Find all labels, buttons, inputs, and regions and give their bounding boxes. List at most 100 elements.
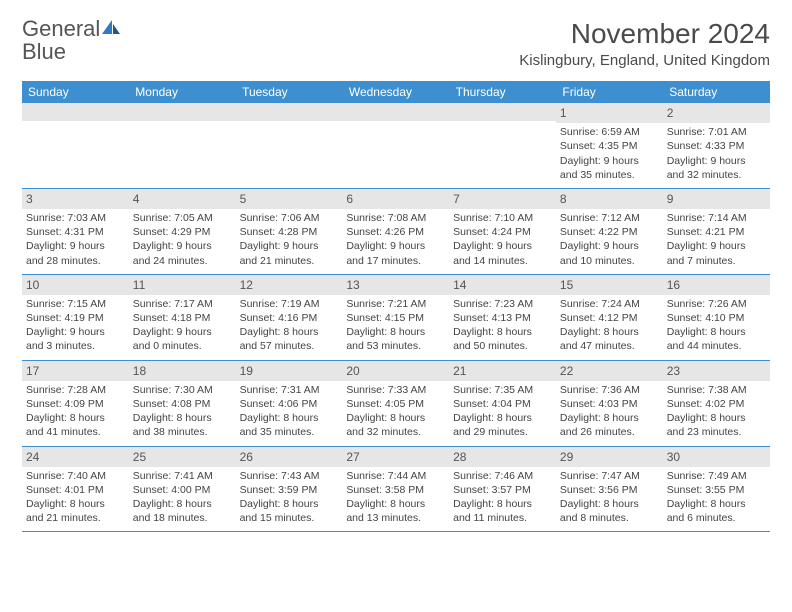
logo-word2: Blue [22,39,66,64]
sunrise-line: Sunrise: 7:44 AM [346,469,445,483]
sunset-line: Sunset: 4:00 PM [133,483,232,497]
daylight-line: Daylight: 9 hours and 24 minutes. [133,239,232,267]
calendar-cell: 29Sunrise: 7:47 AMSunset: 3:56 PMDayligh… [556,446,663,532]
day-body: Sunrise: 7:26 AMSunset: 4:10 PMDaylight:… [663,295,770,360]
sunset-line: Sunset: 4:24 PM [453,225,552,239]
day-number: 20 [342,361,449,381]
sunrise-line: Sunrise: 7:49 AM [667,469,766,483]
empty-daynum [449,103,556,121]
sunrise-line: Sunrise: 7:47 AM [560,469,659,483]
sunset-line: Sunset: 4:18 PM [133,311,232,325]
day-number: 5 [236,189,343,209]
sunset-line: Sunset: 4:28 PM [240,225,339,239]
calendar-row: 10Sunrise: 7:15 AMSunset: 4:19 PMDayligh… [22,274,770,360]
sunrise-line: Sunrise: 7:36 AM [560,383,659,397]
sunrise-line: Sunrise: 7:10 AM [453,211,552,225]
sunrise-line: Sunrise: 7:35 AM [453,383,552,397]
day-number: 21 [449,361,556,381]
sunset-line: Sunset: 3:55 PM [667,483,766,497]
daylight-line: Daylight: 9 hours and 35 minutes. [560,154,659,182]
header: General Blue November 2024 Kislingbury, … [22,18,770,69]
calendar-cell [449,103,556,188]
daylight-line: Daylight: 8 hours and 35 minutes. [240,411,339,439]
daylight-line: Daylight: 8 hours and 44 minutes. [667,325,766,353]
day-number: 22 [556,361,663,381]
day-body: Sunrise: 7:30 AMSunset: 4:08 PMDaylight:… [129,381,236,446]
day-body: Sunrise: 7:33 AMSunset: 4:05 PMDaylight:… [342,381,449,446]
daylight-line: Daylight: 8 hours and 57 minutes. [240,325,339,353]
daylight-line: Daylight: 8 hours and 50 minutes. [453,325,552,353]
calendar-cell: 11Sunrise: 7:17 AMSunset: 4:18 PMDayligh… [129,274,236,360]
calendar-cell: 21Sunrise: 7:35 AMSunset: 4:04 PMDayligh… [449,360,556,446]
day-number: 26 [236,447,343,467]
sunset-line: Sunset: 3:58 PM [346,483,445,497]
sunrise-line: Sunrise: 7:26 AM [667,297,766,311]
day-body: Sunrise: 7:15 AMSunset: 4:19 PMDaylight:… [22,295,129,360]
sunset-line: Sunset: 4:12 PM [560,311,659,325]
calendar-cell: 17Sunrise: 7:28 AMSunset: 4:09 PMDayligh… [22,360,129,446]
sunrise-line: Sunrise: 7:19 AM [240,297,339,311]
calendar-cell: 1Sunrise: 6:59 AMSunset: 4:35 PMDaylight… [556,103,663,188]
sunset-line: Sunset: 3:59 PM [240,483,339,497]
daylight-line: Daylight: 9 hours and 10 minutes. [560,239,659,267]
daylight-line: Daylight: 8 hours and 38 minutes. [133,411,232,439]
day-number: 12 [236,275,343,295]
sunset-line: Sunset: 4:22 PM [560,225,659,239]
calendar-cell: 16Sunrise: 7:26 AMSunset: 4:10 PMDayligh… [663,274,770,360]
sunset-line: Sunset: 4:01 PM [26,483,125,497]
day-number: 8 [556,189,663,209]
day-body: Sunrise: 7:21 AMSunset: 4:15 PMDaylight:… [342,295,449,360]
sail-icon [100,18,122,41]
title-block: November 2024 Kislingbury, England, Unit… [519,18,770,69]
day-number: 11 [129,275,236,295]
daylight-line: Daylight: 8 hours and 13 minutes. [346,497,445,525]
calendar-cell: 18Sunrise: 7:30 AMSunset: 4:08 PMDayligh… [129,360,236,446]
day-number: 23 [663,361,770,381]
sunrise-line: Sunrise: 7:03 AM [26,211,125,225]
calendar-cell [236,103,343,188]
daylight-line: Daylight: 8 hours and 29 minutes. [453,411,552,439]
sunrise-line: Sunrise: 7:46 AM [453,469,552,483]
calendar-row: 3Sunrise: 7:03 AMSunset: 4:31 PMDaylight… [22,188,770,274]
day-body: Sunrise: 7:40 AMSunset: 4:01 PMDaylight:… [22,467,129,532]
weekday-header: Saturday [663,81,770,103]
calendar-cell: 8Sunrise: 7:12 AMSunset: 4:22 PMDaylight… [556,188,663,274]
sunrise-line: Sunrise: 7:01 AM [667,125,766,139]
day-number: 2 [663,103,770,123]
daylight-line: Daylight: 9 hours and 28 minutes. [26,239,125,267]
day-number: 27 [342,447,449,467]
calendar-cell [342,103,449,188]
logo-word1: General [22,16,100,41]
day-number: 18 [129,361,236,381]
sunrise-line: Sunrise: 7:43 AM [240,469,339,483]
day-number: 19 [236,361,343,381]
day-number: 25 [129,447,236,467]
calendar-cell: 24Sunrise: 7:40 AMSunset: 4:01 PMDayligh… [22,446,129,532]
daylight-line: Daylight: 8 hours and 53 minutes. [346,325,445,353]
sunset-line: Sunset: 4:03 PM [560,397,659,411]
day-body: Sunrise: 7:38 AMSunset: 4:02 PMDaylight:… [663,381,770,446]
empty-daynum [129,103,236,121]
calendar-cell: 22Sunrise: 7:36 AMSunset: 4:03 PMDayligh… [556,360,663,446]
daylight-line: Daylight: 9 hours and 17 minutes. [346,239,445,267]
calendar-cell: 3Sunrise: 7:03 AMSunset: 4:31 PMDaylight… [22,188,129,274]
day-body: Sunrise: 7:49 AMSunset: 3:55 PMDaylight:… [663,467,770,532]
calendar-cell: 7Sunrise: 7:10 AMSunset: 4:24 PMDaylight… [449,188,556,274]
calendar-cell: 5Sunrise: 7:06 AMSunset: 4:28 PMDaylight… [236,188,343,274]
calendar-cell: 20Sunrise: 7:33 AMSunset: 4:05 PMDayligh… [342,360,449,446]
sunset-line: Sunset: 3:56 PM [560,483,659,497]
day-number: 17 [22,361,129,381]
daylight-line: Daylight: 9 hours and 21 minutes. [240,239,339,267]
day-body: Sunrise: 7:47 AMSunset: 3:56 PMDaylight:… [556,467,663,532]
sunrise-line: Sunrise: 7:41 AM [133,469,232,483]
day-body: Sunrise: 7:28 AMSunset: 4:09 PMDaylight:… [22,381,129,446]
day-body: Sunrise: 7:10 AMSunset: 4:24 PMDaylight:… [449,209,556,274]
day-number: 7 [449,189,556,209]
sunrise-line: Sunrise: 7:23 AM [453,297,552,311]
day-body: Sunrise: 7:36 AMSunset: 4:03 PMDaylight:… [556,381,663,446]
day-body: Sunrise: 6:59 AMSunset: 4:35 PMDaylight:… [556,123,663,188]
daylight-line: Daylight: 8 hours and 6 minutes. [667,497,766,525]
sunrise-line: Sunrise: 7:17 AM [133,297,232,311]
calendar-cell: 26Sunrise: 7:43 AMSunset: 3:59 PMDayligh… [236,446,343,532]
sunrise-line: Sunrise: 7:31 AM [240,383,339,397]
